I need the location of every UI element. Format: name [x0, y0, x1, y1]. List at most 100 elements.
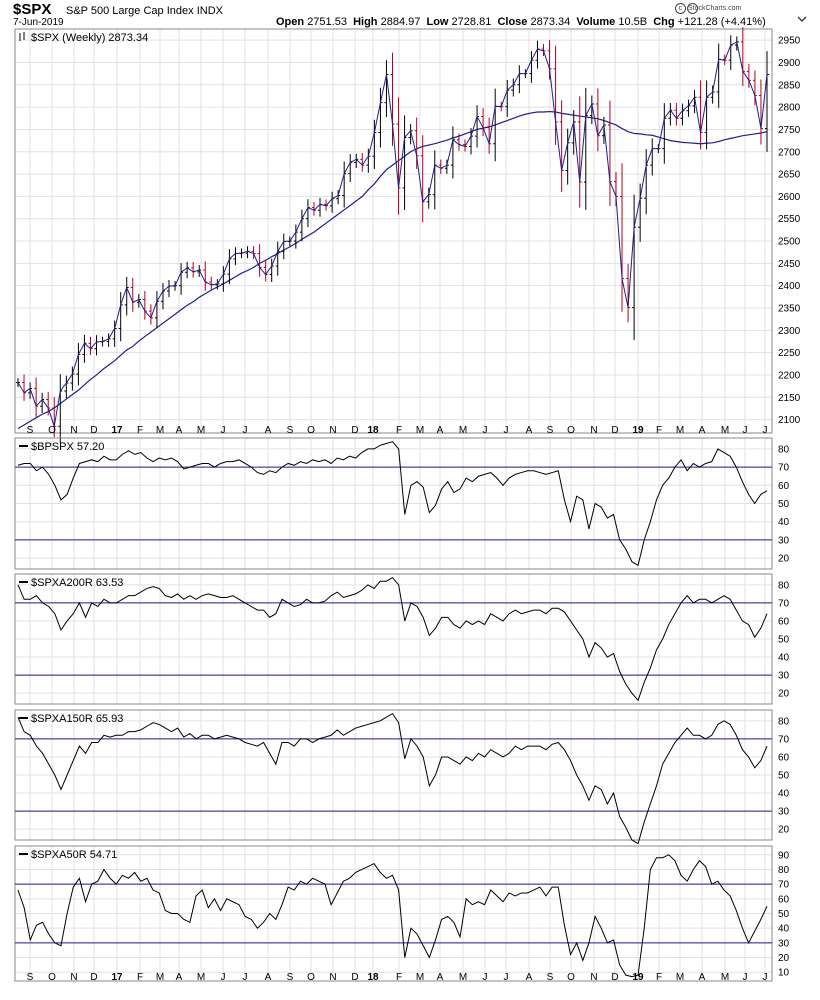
- price-bar: [692, 89, 697, 114]
- price-bar: [674, 102, 679, 126]
- volume-value: 10.5B: [618, 16, 648, 28]
- price-bar: [160, 282, 165, 310]
- x-tick-label: J: [221, 972, 226, 983]
- y-tick-label: 2550: [778, 214, 801, 225]
- x-tick-label: F: [656, 425, 662, 436]
- price-bar: [106, 333, 111, 347]
- close-value: 2873.34: [530, 16, 571, 28]
- y-tick-label: 80: [778, 865, 790, 876]
- chart-panel-5: 10 20 30 40 50 60 70 80 90 $SPXA50R 54.71: [14, 845, 790, 982]
- x-tick-label: 19: [632, 972, 644, 983]
- x-tick-label: M: [416, 972, 424, 983]
- x-tick-label: 18: [367, 972, 379, 983]
- y-tick-label: 2200: [778, 370, 801, 381]
- panel-frame: [14, 845, 773, 982]
- y-tick-label: 30: [778, 671, 790, 682]
- symbol-name: S&P 500 Large Cap Index: [66, 5, 194, 17]
- price-bar: [167, 279, 172, 298]
- price-bar: [233, 247, 238, 266]
- price-bar: [414, 117, 419, 169]
- x-tick-label: A: [265, 425, 272, 436]
- price-bar: [620, 163, 625, 312]
- price-bar: [130, 277, 135, 312]
- x-tick-label: F: [656, 972, 662, 983]
- y-tick-label: 60: [778, 894, 790, 905]
- indicator-line: [17, 854, 768, 978]
- x-tick-label: S: [27, 972, 34, 983]
- x-tick-label: J: [504, 972, 509, 983]
- y-tick-label: 20: [778, 689, 790, 700]
- y-tick-label: 50: [778, 771, 790, 782]
- panel-title: $BPSPX 57.20: [31, 441, 104, 453]
- x-tick-label: A: [699, 972, 706, 983]
- price-bar: [64, 375, 69, 399]
- y-tick-label: 40: [778, 517, 790, 528]
- x-tick-label: D: [351, 972, 358, 983]
- chart-panel-4: 20 30 40 50 60 70 80 $SPXA150R 65.93: [14, 709, 790, 845]
- price-bar: [529, 51, 534, 83]
- x-tick-label: A: [699, 425, 706, 436]
- panel-title: $SPXA150R 65.93: [31, 713, 123, 725]
- y-tick-label: 2750: [778, 125, 801, 136]
- y-tick-label: 2700: [778, 147, 801, 158]
- y-tick-label: 30: [778, 535, 790, 546]
- price-bar: [583, 87, 588, 210]
- x-tick-label: A: [526, 425, 533, 436]
- y-tick-label: 80: [778, 716, 790, 727]
- indicator-line: [17, 441, 768, 567]
- x-tick-label: A: [437, 425, 444, 436]
- x-tick-label: S: [27, 425, 34, 436]
- copyright-icon: c: [675, 3, 686, 14]
- x-tick-label: J: [243, 425, 248, 436]
- x-tick-label: O: [567, 425, 575, 436]
- price-bar: [650, 138, 655, 176]
- price-bar: [299, 209, 304, 242]
- chart-panel-3: 20 30 40 50 60 70 80 $SPXA200R 63.53: [14, 573, 790, 705]
- x-tick-label: J: [221, 425, 226, 436]
- x-tick-label: F: [137, 425, 143, 436]
- x-tick-label: M: [721, 972, 729, 983]
- price-bar: [40, 392, 45, 414]
- x-tick-label: D: [90, 972, 97, 983]
- panel-title: $SPXA200R 63.53: [31, 577, 123, 589]
- x-tick-label: N: [329, 425, 336, 436]
- bar-chart-icon: [19, 32, 25, 41]
- x-tick-label: J: [763, 425, 768, 436]
- y-tick-label: 50: [778, 499, 790, 510]
- price-bar: [281, 233, 286, 260]
- x-tick-label: M: [676, 972, 684, 983]
- price-bar: [124, 276, 129, 316]
- chevron-down-icon[interactable]: [797, 16, 807, 22]
- y-tick-label: 60: [778, 752, 790, 763]
- x-tick-label: D: [611, 972, 618, 983]
- indicator-line: [17, 576, 768, 702]
- moving-average-line: [17, 110, 768, 430]
- y-tick-label: 60: [778, 616, 790, 627]
- exchange-label: INDX: [196, 5, 223, 17]
- chart-panel-2: 20 30 40 50 60 70 80 $BPSPX 57.20: [14, 437, 790, 570]
- change-label: Chg: [653, 16, 675, 28]
- price-bar: [209, 276, 214, 291]
- x-tick-label: 17: [111, 425, 123, 436]
- close-label: Close: [497, 16, 528, 28]
- y-tick-label: 50: [778, 635, 790, 646]
- y-tick-label: 2950: [778, 36, 801, 47]
- x-tick-label: D: [90, 425, 97, 436]
- low-label: Low: [426, 16, 449, 28]
- x-tick-label: M: [721, 425, 729, 436]
- x-tick-label: N: [590, 425, 597, 436]
- x-tick-label: O: [307, 972, 315, 983]
- y-tick-label: 70: [778, 598, 790, 609]
- price-bar: [662, 103, 667, 164]
- price-bar: [765, 51, 769, 152]
- y-tick-label: 2450: [778, 259, 801, 270]
- y-tick-label: 2300: [778, 326, 801, 337]
- x-tick-label: O: [307, 425, 315, 436]
- price-bar: [142, 290, 147, 320]
- y-tick-label: 20: [778, 953, 790, 964]
- y-tick-label: 2900: [778, 58, 801, 69]
- y-tick-label: 10: [778, 968, 790, 979]
- price-bar: [342, 161, 347, 208]
- price-bar: [408, 123, 413, 145]
- y-tick-label: 80: [778, 444, 790, 455]
